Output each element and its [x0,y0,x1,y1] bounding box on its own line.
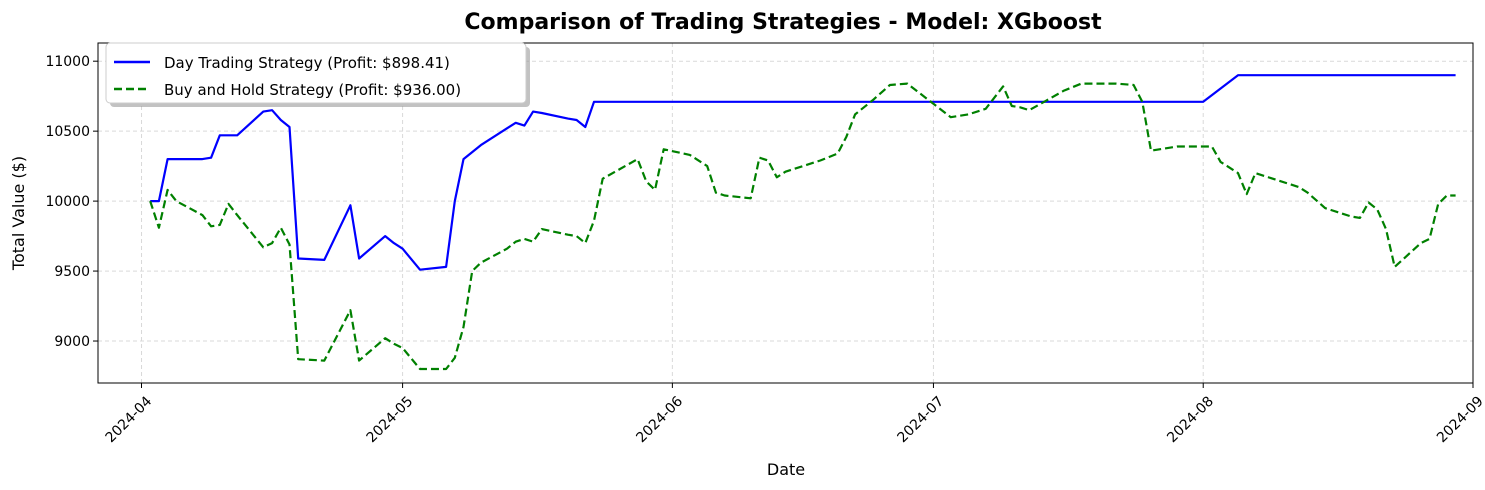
x-tick-label: 2024-06 [633,393,686,446]
y-tick-label: 10000 [45,194,90,210]
x-tick-label: 2024-04 [103,393,156,446]
x-tick-label: 2024-05 [364,393,417,446]
legend-label-buy-hold: Buy and Hold Strategy (Profit: $936.00) [164,81,461,99]
legend: Day Trading Strategy (Profit: $898.41) B… [105,42,530,107]
x-tick-label: 2024-09 [1434,393,1485,446]
x-tick-label: 2024-08 [1164,393,1217,446]
x-axis-label: Date [767,460,805,479]
y-axis-ticks: 9000 9500 10000 10500 11000 [45,54,98,350]
y-tick-label: 10500 [45,124,90,140]
plot-frame [97,42,1474,384]
legend-label-day-trading: Day Trading Strategy (Profit: $898.41) [164,54,450,72]
x-tick-label: 2024-07 [895,393,948,446]
legend-box [105,42,527,104]
series-line-buy-hold [149,82,1456,371]
series-layer [149,74,1456,371]
chart-title: Comparison of Trading Strategies - Model… [464,10,1102,35]
series-line-day-trading [150,74,1456,271]
y-tick-label: 9000 [54,334,90,350]
y-tick-label: 9500 [54,264,90,280]
y-tick-label: 11000 [45,54,90,70]
x-axis-ticks: 2024-04 2024-05 2024-06 2024-07 2024-08 2024-… [103,383,1485,446]
y-axis-label: Total Value ($) [9,156,28,271]
